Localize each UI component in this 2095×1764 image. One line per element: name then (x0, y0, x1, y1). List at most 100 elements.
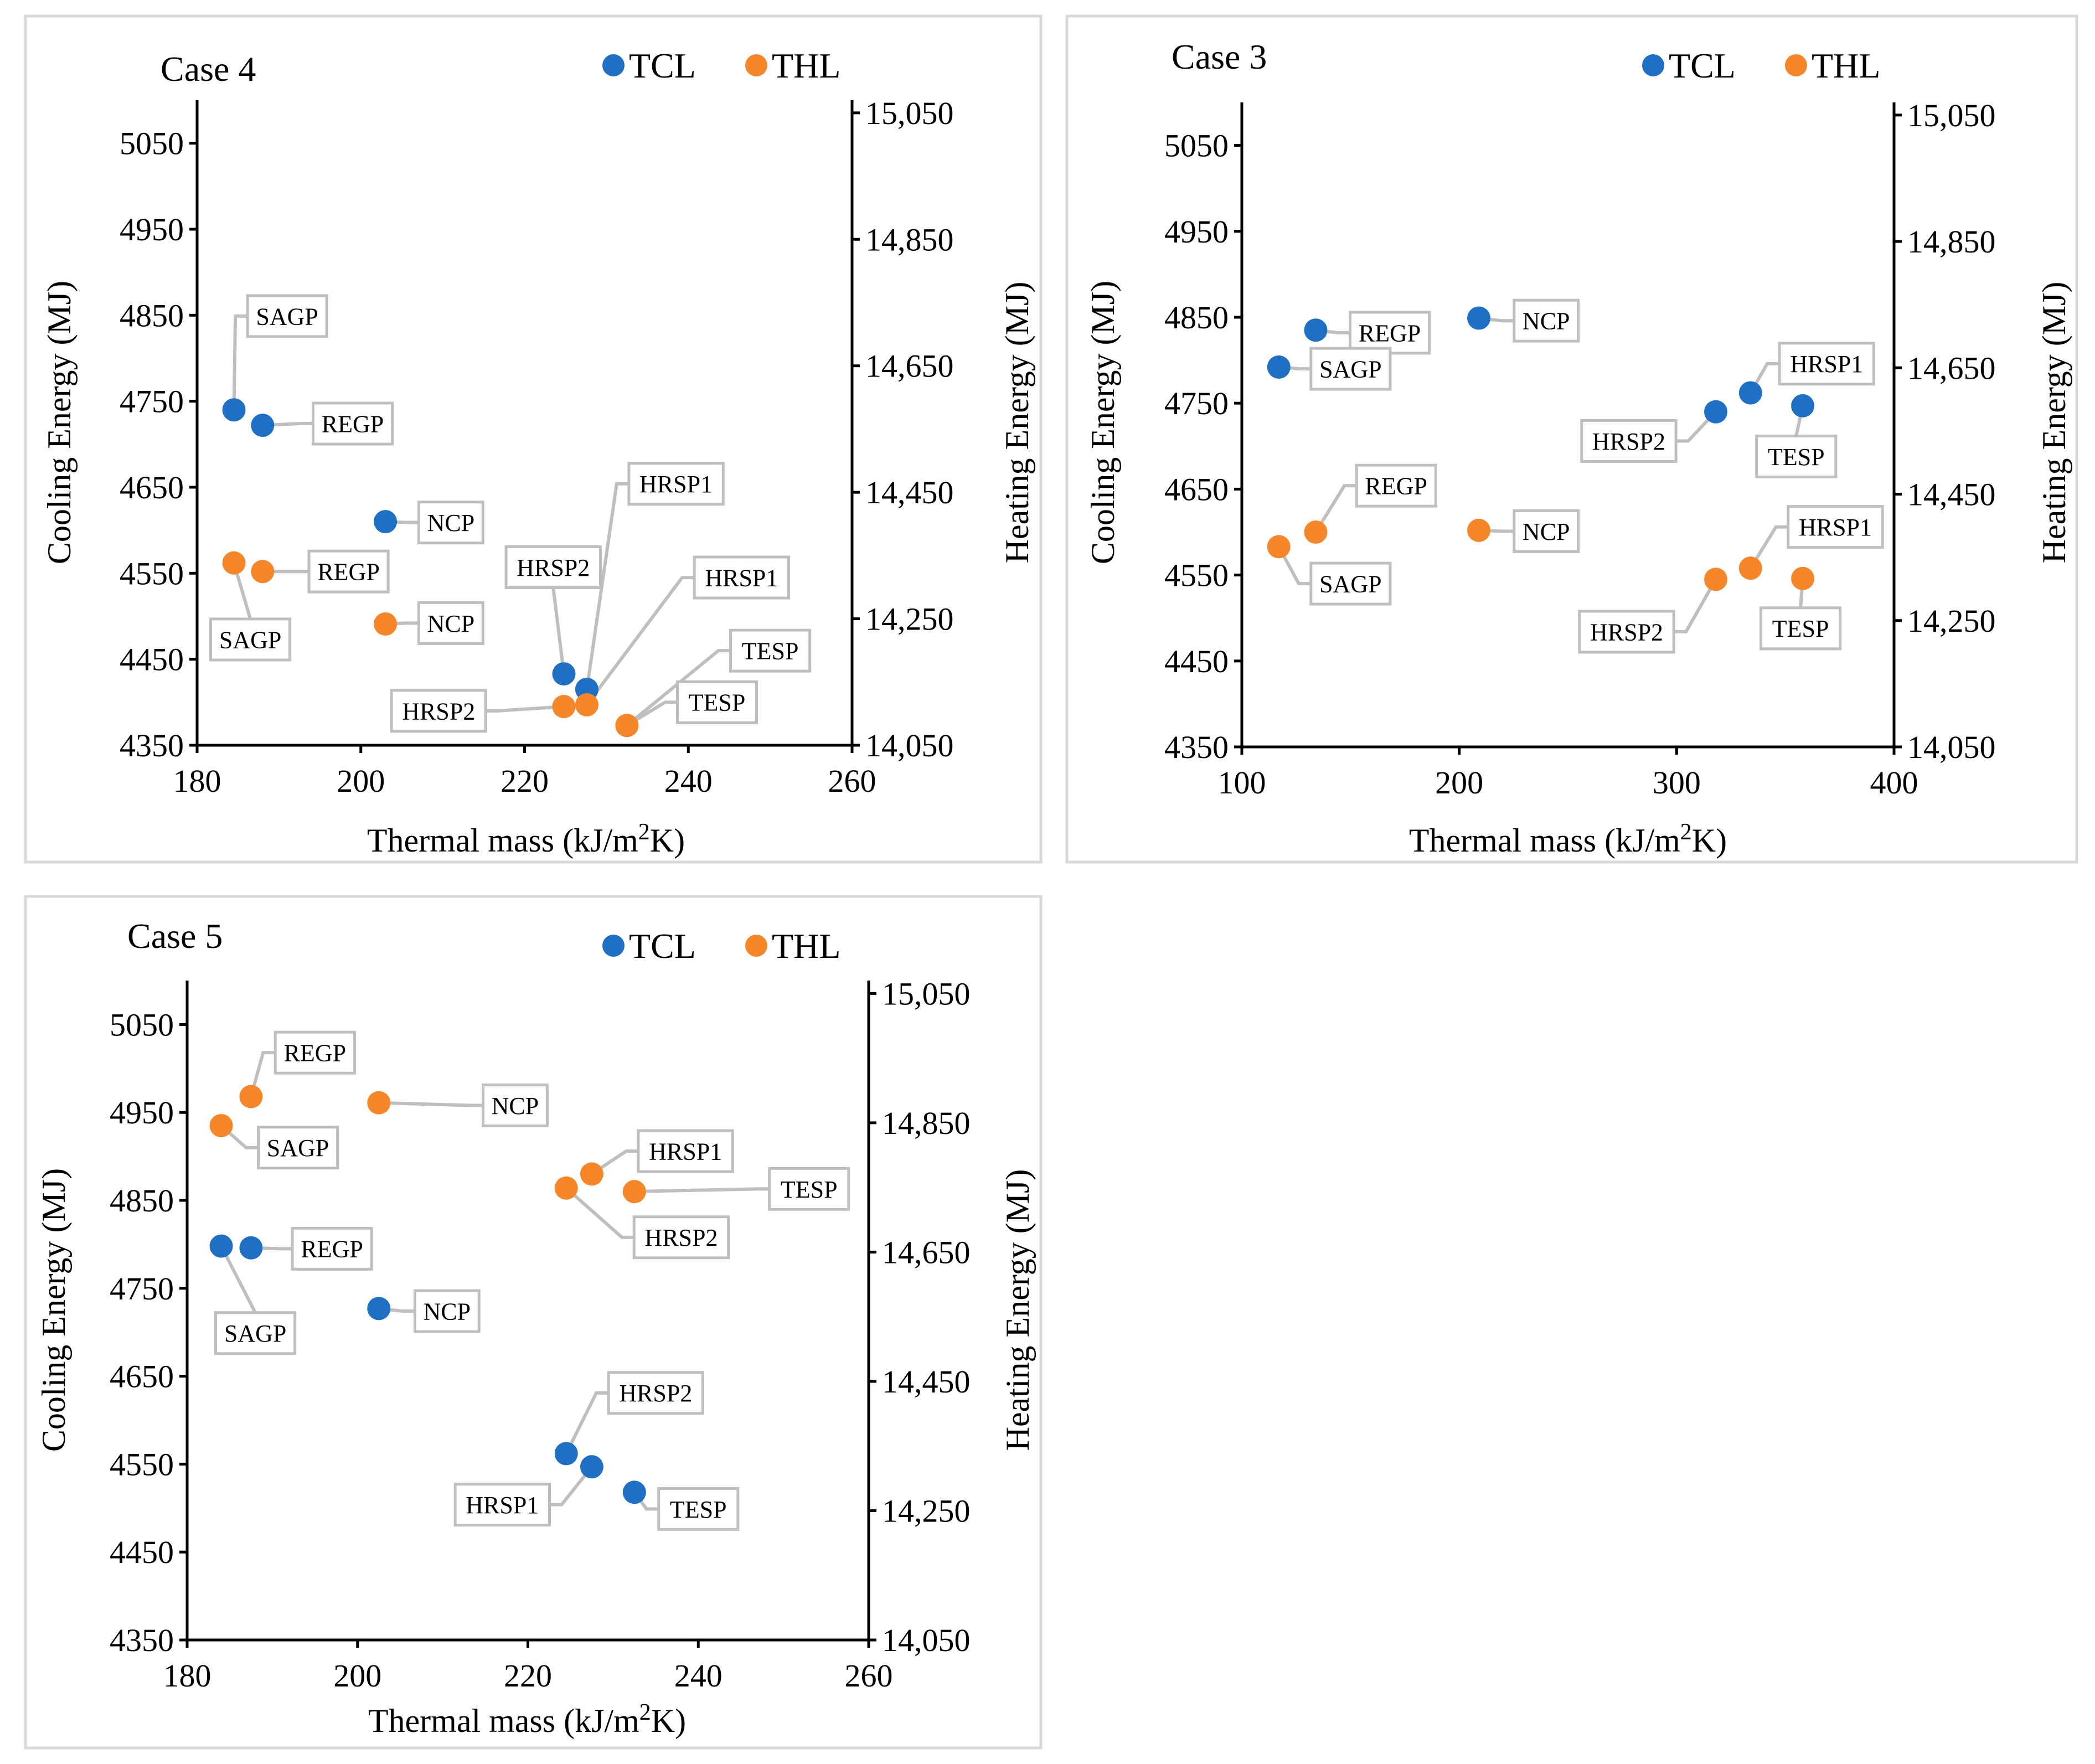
y-tick-label: 4450 (1164, 643, 1229, 679)
label-box (1513, 298, 1580, 343)
point-thl-sagp (209, 1114, 233, 1138)
y-tick-label: 4950 (120, 212, 184, 247)
data-label-thl-hrsp2: HRSP2 (390, 689, 564, 733)
label-text: HRSP1 (639, 471, 713, 498)
label-box (1580, 419, 1678, 463)
y-tick-label: 4750 (1164, 385, 1229, 421)
panel-frame (1065, 14, 2078, 864)
y2-tick-label: 14,650 (865, 348, 954, 384)
panel-case-3: Case 3 TCL THL 100 200 300 400 4350 4450 4550 4… (1065, 14, 2078, 864)
panel-case-4: Case 4 TCL THL 180 200 220 240 260 4350 4450 45… (24, 14, 1043, 864)
x-tick-label: 180 (163, 1658, 211, 1694)
label-text: TESP (1768, 443, 1825, 471)
label-text: TESP (742, 638, 799, 665)
label-box (627, 462, 725, 506)
y-tick-label: 4850 (110, 1183, 174, 1219)
label-box (1755, 434, 1838, 478)
label-text: HRSP2 (1592, 428, 1665, 455)
x-tick-label: 400 (1870, 765, 1918, 801)
label-text: NCP (424, 1298, 471, 1325)
data-label-thl-hrsp1: HRSP1 (585, 555, 791, 706)
leader-line (551, 587, 566, 674)
legend-label-tcl: TCL (1669, 46, 1736, 85)
y2-axis-title: Heating Energy (MJ) (999, 282, 1035, 564)
data-label-thl-regp: REGP (249, 1030, 356, 1097)
y2-tick-label: 14,050 (1907, 729, 1996, 765)
label-text: SAGP (256, 303, 318, 330)
label-box (1513, 509, 1580, 553)
point-tcl-tesp (1791, 394, 1815, 417)
legend-marker-tcl (602, 54, 625, 76)
data-label-thl-regp: REGP (1314, 463, 1437, 533)
leader-line (1277, 545, 1311, 586)
legend-label-thl: THL (772, 926, 840, 966)
label-text: HRSP2 (619, 1380, 692, 1407)
label-text: REGP (1365, 473, 1427, 500)
point-tcl-hrsp2 (554, 1442, 578, 1466)
label-text: SAGP (1319, 571, 1382, 598)
leader-line (1314, 484, 1357, 533)
label-text: REGP (322, 410, 384, 437)
x-axis-title: Thermal mass (kJ/m2K) (1409, 819, 1727, 859)
data-label-thl-tesp: TESP (1759, 578, 1842, 651)
label-box (632, 1215, 730, 1260)
label-box (657, 1487, 740, 1531)
marker-layer (222, 398, 639, 737)
leader-line (626, 700, 678, 727)
point-tcl-hrsp1 (1738, 381, 1762, 405)
point-thl-hrsp2 (1704, 568, 1728, 591)
label-text: TESP (1772, 615, 1829, 642)
y-tick-label: 4350 (1164, 729, 1229, 765)
label-text: REGP (317, 559, 379, 586)
point-thl-sagp (1267, 535, 1291, 559)
label-text: HRSP1 (466, 1492, 539, 1519)
point-tcl-hrsp2 (552, 662, 576, 686)
legend-label-thl: THL (1812, 46, 1880, 85)
label-text: HRSP2 (644, 1224, 718, 1251)
y2-tick-label: 14,850 (865, 221, 954, 257)
x-axis-title: Thermal mass (kJ/m2K) (368, 1700, 686, 1739)
data-label-thl-hrsp1: HRSP1 (1749, 505, 1884, 569)
y2-tick-label: 14,850 (1907, 224, 1996, 260)
data-label-thl-tesp: TESP (626, 628, 812, 727)
y2-tick-label: 14,850 (882, 1105, 971, 1141)
data-label-thl-hrsp1: HRSP1 (591, 1129, 734, 1175)
data-label-thl-ncp: NCP (379, 1083, 549, 1127)
y-tick-label: 4550 (120, 555, 184, 591)
x-tick-label: 240 (674, 1658, 723, 1694)
label-text: REGP (284, 1040, 346, 1067)
label-box (693, 555, 791, 600)
point-thl-regp (239, 1085, 263, 1108)
label-text: HRSP1 (1790, 350, 1863, 378)
y-tick-label: 4850 (1164, 300, 1229, 336)
label-box (1309, 561, 1392, 606)
point-thl-hrsp1 (580, 1162, 603, 1186)
label-text: SAGP (224, 1320, 287, 1347)
leader-line (634, 1187, 770, 1194)
label-box (607, 1371, 705, 1415)
label-box (307, 549, 390, 594)
x-axis-title: Thermal mass (kJ/m2K) (367, 819, 685, 859)
y-tick-label: 4950 (110, 1095, 174, 1131)
label-box (1309, 347, 1392, 391)
x-tick-label: 260 (845, 1658, 893, 1694)
label-box (291, 1226, 373, 1271)
data-label-thl-sagp: SAGP (1277, 545, 1392, 606)
label-box (675, 680, 758, 724)
label-box (481, 1083, 549, 1127)
label-box (729, 628, 812, 673)
x-tick-label: 180 (173, 763, 221, 799)
point-tcl-hrsp2 (1704, 400, 1728, 424)
label-box (637, 1129, 734, 1173)
leader-line (585, 576, 695, 706)
y2-tick-label: 15,050 (882, 976, 971, 1012)
data-label-thl-hrsp2: HRSP2 (565, 1187, 730, 1260)
plot-area: 180 200 220 240 260 4350 4450 4550 4650 4750 4850 4… (110, 976, 971, 1694)
panel-title: Case 5 (127, 916, 223, 956)
data-label-tcl-tesp: TESP (1755, 405, 1838, 478)
label-text: HRSP1 (1799, 514, 1872, 541)
data-label-layer: REGP SAGP NCP HRSP1 HRSP2 TESP REGP SAGP NCP HRSP… (1277, 298, 1884, 654)
x-tick-label: 200 (1435, 765, 1483, 801)
plot-area: 100 200 300 400 4350 4450 4550 4650 4750 4850 4950… (1164, 97, 1996, 801)
